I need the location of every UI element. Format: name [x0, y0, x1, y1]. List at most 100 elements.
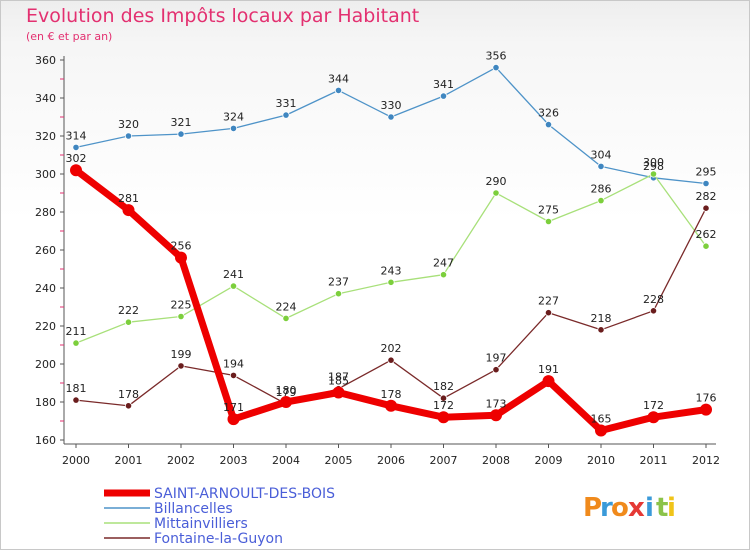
logo-letter: o — [611, 493, 629, 523]
y-tick-label: 280 — [35, 206, 56, 219]
data-label-billancelles: 295 — [696, 166, 717, 179]
data-label-fontaine-la-guyon: 179 — [276, 386, 297, 399]
data-label-saint-arnoult-des-bois: 191 — [538, 363, 559, 376]
data-point-billancelles — [124, 132, 133, 140]
data-point-mittainvilliers — [387, 278, 395, 286]
data-point-billancelles — [702, 179, 710, 188]
x-tick-label: 2008 — [482, 454, 510, 467]
logo-letter: r — [600, 493, 613, 523]
x-tick-label: 2000 — [62, 454, 90, 467]
x-tick-label: 2004 — [272, 454, 300, 467]
data-point-saint-arnoult-des-bois — [227, 413, 240, 426]
data-label-mittainvilliers: 286 — [591, 183, 612, 196]
data-label-saint-arnoult-des-bois: 281 — [118, 192, 139, 205]
data-point-fontaine-la-guyon — [649, 307, 658, 315]
data-point-mittainvilliers — [72, 339, 80, 347]
data-point-billancelles — [439, 92, 448, 100]
y-tick-label: 360 — [35, 54, 56, 67]
data-point-mittainvilliers — [597, 197, 605, 205]
y-tick-label: 180 — [35, 396, 56, 409]
data-point-mittainvilliers — [282, 314, 290, 322]
axes: 160 180 200 220 240 260 280 300 320 340 360 2000 200… — [35, 54, 720, 467]
data-point-fontaine-la-guyon — [124, 402, 133, 410]
data-label-fontaine-la-guyon: 181 — [66, 382, 87, 395]
data-point-mittainvilliers — [492, 189, 500, 197]
data-label-fontaine-la-guyon: 282 — [696, 190, 717, 203]
legend-label: Mittainvilliers — [154, 516, 248, 532]
data-label-saint-arnoult-des-bois: 176 — [696, 392, 717, 405]
x-tick-label: 2009 — [535, 454, 563, 467]
data-label-billancelles: 298 — [643, 160, 664, 173]
data-point-billancelles — [544, 121, 553, 129]
data-label-mittainvilliers: 237 — [328, 276, 349, 289]
data-label-billancelles: 330 — [381, 99, 402, 112]
data-point-saint-arnoult-des-bois — [647, 411, 660, 424]
data-point-fontaine-la-guyon — [492, 366, 500, 374]
data-point-fontaine-la-guyon — [177, 362, 185, 370]
data-label-fontaine-la-guyon: 227 — [538, 295, 559, 308]
data-label-billancelles: 331 — [276, 97, 297, 110]
data-label-saint-arnoult-des-bois: 302 — [66, 152, 87, 165]
x-tick-label: 2005 — [325, 454, 353, 467]
y-tick-label: 340 — [35, 92, 56, 105]
x-tick-label: 2006 — [377, 454, 405, 467]
data-point-billancelles — [229, 124, 238, 132]
data-labels: 314 320 321 324 331 344 330 341 356 326 304 298 295 2… — [66, 50, 717, 426]
data-label-mittainvilliers: 225 — [171, 299, 192, 312]
data-point-mittainvilliers — [177, 312, 185, 321]
data-label-billancelles: 341 — [433, 78, 454, 91]
data-point-billancelles — [282, 111, 290, 119]
x-tick-label: 2002 — [167, 454, 195, 467]
data-point-saint-arnoult-des-bois — [175, 251, 187, 264]
data-label-mittainvilliers: 300 — [643, 156, 664, 169]
data-point-fontaine-la-guyon — [387, 356, 395, 364]
data-point-fontaine-la-guyon — [702, 204, 710, 212]
data-point-fontaine-la-guyon — [544, 309, 553, 317]
data-label-mittainvilliers: 241 — [223, 268, 244, 281]
logo-letter: P — [583, 493, 602, 523]
data-label-billancelles: 304 — [591, 148, 612, 161]
x-tick-label: 2012 — [692, 454, 720, 467]
data-label-mittainvilliers: 247 — [433, 257, 454, 270]
data-label-fontaine-la-guyon: 202 — [381, 342, 402, 355]
y-tick-label: 320 — [35, 130, 56, 143]
data-label-fontaine-la-guyon: 228 — [643, 293, 664, 306]
data-point-saint-arnoult-des-bois — [490, 409, 502, 422]
x-tick-label: 2001 — [115, 454, 143, 467]
data-point-fontaine-la-guyon — [597, 326, 605, 334]
data-label-fontaine-la-guyon: 194 — [223, 357, 244, 370]
data-point-mittainvilliers — [334, 290, 343, 298]
data-label-fontaine-la-guyon: 199 — [171, 348, 192, 361]
data-label-billancelles: 320 — [118, 118, 139, 131]
data-label-saint-arnoult-des-bois: 173 — [486, 397, 507, 410]
data-label-saint-arnoult-des-bois: 165 — [591, 413, 612, 426]
data-label-saint-arnoult-des-bois: 172 — [643, 399, 664, 412]
legend-label: Fontaine-la-Guyon — [154, 531, 283, 547]
logo-letter: t — [656, 493, 668, 523]
y-tick-label: 260 — [35, 244, 56, 257]
data-label-billancelles: 314 — [66, 129, 87, 142]
data-label-fontaine-la-guyon: 182 — [433, 380, 454, 393]
proxiti-logo: Pro x i ti — [583, 493, 676, 523]
data-label-saint-arnoult-des-bois: 178 — [381, 388, 402, 401]
data-point-mittainvilliers — [229, 282, 238, 290]
data-point-saint-arnoult-des-bois — [122, 204, 135, 217]
data-label-fontaine-la-guyon: 178 — [118, 388, 139, 401]
data-label-saint-arnoult-des-bois: 256 — [171, 240, 192, 253]
data-label-mittainvilliers: 224 — [276, 300, 297, 313]
data-label-fontaine-la-guyon: 218 — [591, 312, 612, 325]
data-point-mittainvilliers — [544, 217, 553, 226]
data-point-saint-arnoult-des-bois — [280, 396, 292, 408]
y-tick-label: 220 — [35, 320, 56, 333]
logo-letter: i — [667, 493, 676, 523]
data-point-mittainvilliers — [439, 271, 448, 279]
data-point-fontaine-la-guyon — [229, 371, 238, 379]
data-label-billancelles: 356 — [486, 50, 507, 63]
data-point-billancelles — [177, 130, 185, 138]
data-point-billancelles — [387, 113, 395, 121]
data-label-fontaine-la-guyon: 187 — [328, 371, 349, 384]
logo-letter: x — [628, 493, 645, 523]
series-layer — [70, 64, 712, 437]
